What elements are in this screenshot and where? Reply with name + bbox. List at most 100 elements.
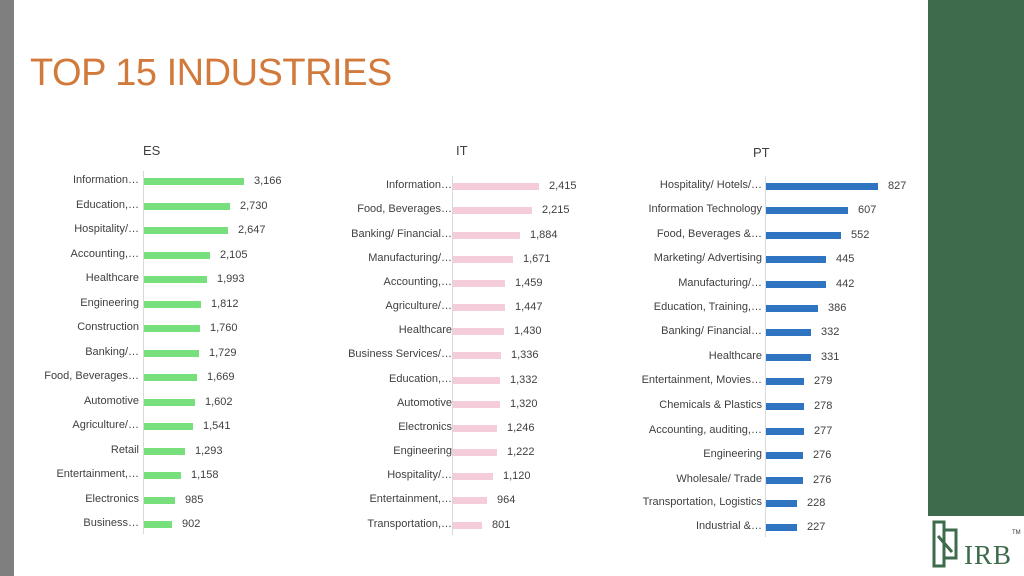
category-label: Entertainment, Movies…: [641, 374, 762, 386]
category-label: Accounting,…: [383, 276, 452, 288]
category-label: Information Technology: [648, 203, 762, 215]
category-label: Hospitality/…: [74, 223, 139, 235]
bar: [144, 399, 195, 406]
bar: [766, 452, 803, 459]
category-label: Banking/…: [85, 346, 139, 358]
bar: [766, 232, 841, 239]
chart-axis-es: [143, 171, 144, 534]
bar: [453, 183, 539, 190]
category-label: Food, Beverages…: [357, 203, 452, 215]
value-label: 827: [888, 180, 907, 192]
irb-logo-mark-icon: [932, 520, 958, 568]
bar: [144, 301, 201, 308]
category-label: Marketing/ Advertising: [653, 252, 762, 264]
category-label: Industrial &…: [695, 520, 762, 532]
value-label: 1,993: [217, 273, 245, 285]
category-label: Hospitality/ Hotels/…: [659, 179, 762, 191]
category-label: Engineering: [80, 297, 139, 309]
bar: [766, 477, 803, 484]
category-label: Chemicals & Plastics: [659, 399, 762, 411]
bar: [144, 325, 200, 332]
value-label: 1,332: [510, 374, 538, 386]
value-label: 985: [185, 494, 204, 506]
category-label: Electronics: [398, 421, 452, 433]
value-label: 964: [497, 494, 516, 506]
left-edge-strip: [0, 0, 14, 576]
value-label: 228: [807, 497, 826, 509]
category-label: Information…: [385, 179, 452, 191]
bar: [766, 378, 804, 385]
category-label: Manufacturing/…: [678, 277, 762, 289]
value-label: 1,320: [510, 398, 538, 410]
category-label: Healthcare: [398, 324, 452, 336]
category-label: Healthcare: [708, 350, 762, 362]
value-label: 1,760: [210, 322, 238, 334]
bar: [766, 281, 826, 288]
value-label: 442: [836, 278, 855, 290]
value-label: 1,158: [191, 469, 219, 481]
value-label: 2,730: [240, 200, 268, 212]
bar: [453, 256, 513, 263]
bar: [766, 256, 826, 263]
bar: [144, 374, 197, 381]
bar: [144, 423, 193, 430]
bar: [766, 500, 797, 507]
category-label: Automotive: [83, 395, 139, 407]
value-label: 607: [858, 204, 877, 216]
bar: [453, 304, 505, 311]
bar: [453, 207, 532, 214]
chart-axis-pt: [765, 176, 766, 537]
chart-title-es: ES: [143, 143, 161, 158]
category-label: Engineering: [703, 448, 762, 460]
value-label: 1,671: [523, 253, 551, 265]
bar: [144, 178, 244, 185]
category-label: Banking/ Financial…: [351, 228, 452, 240]
value-label: 552: [851, 229, 870, 241]
value-label: 2,215: [542, 204, 570, 216]
category-label: Engineering: [393, 445, 452, 457]
bar: [766, 329, 811, 336]
bar: [144, 521, 172, 528]
page-title: TOP 15 INDUSTRIES: [30, 52, 392, 94]
category-label: Banking/ Financial…: [661, 325, 762, 337]
right-side-panel: [928, 0, 1024, 576]
bar: [144, 227, 228, 234]
category-label: Business…: [83, 517, 139, 529]
value-label: 1,602: [205, 396, 233, 408]
bar: [144, 252, 210, 259]
chart-title-it: IT: [456, 143, 468, 158]
category-label: Education,…: [389, 373, 452, 385]
value-label: 1,430: [514, 325, 542, 337]
category-label: Wholesale/ Trade: [676, 473, 762, 485]
value-label: 2,105: [220, 249, 248, 261]
value-label: 1,541: [203, 420, 231, 432]
category-label: Electronics: [85, 493, 139, 505]
value-label: 386: [828, 302, 847, 314]
category-label: Automotive: [396, 397, 452, 409]
category-label: Education,…: [76, 199, 139, 211]
category-label: Retail: [110, 444, 139, 456]
value-label: 1,459: [515, 277, 543, 289]
value-label: 1,336: [511, 349, 539, 361]
value-label: 279: [814, 375, 833, 387]
bar: [453, 352, 501, 359]
bar: [144, 276, 207, 283]
bar: [144, 448, 185, 455]
bar: [453, 377, 500, 384]
category-label: Business Services/…: [348, 348, 452, 360]
bar: [766, 524, 797, 531]
value-label: 3,166: [254, 175, 282, 187]
logo-trademark: TM: [1012, 530, 1021, 536]
category-label: Agriculture/…: [385, 300, 452, 312]
value-label: 227: [807, 521, 826, 533]
bar: [453, 522, 482, 529]
bar: [766, 305, 818, 312]
category-label: Transportation,…: [367, 518, 452, 530]
category-label: Agriculture/…: [72, 419, 139, 431]
bar: [453, 425, 497, 432]
value-label: 332: [821, 326, 840, 338]
bar: [453, 497, 487, 504]
bar: [766, 403, 804, 410]
value-label: 1,120: [503, 470, 531, 482]
category-label: Construction: [77, 321, 139, 333]
